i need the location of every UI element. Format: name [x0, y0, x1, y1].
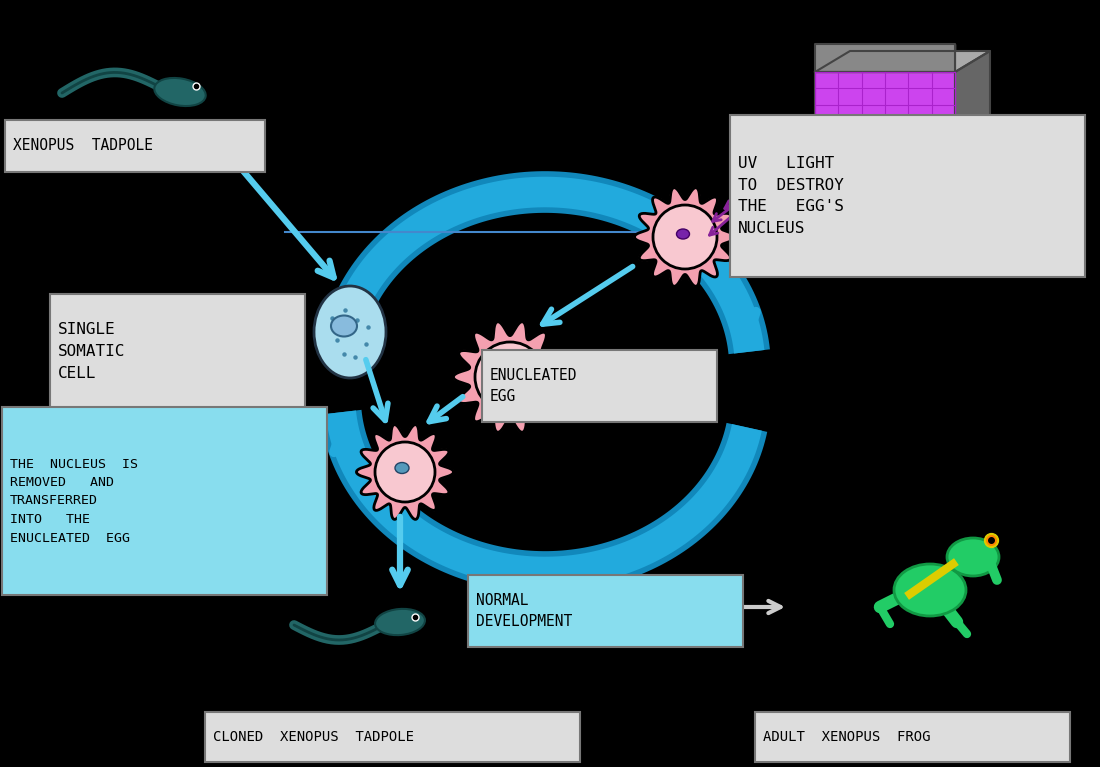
Polygon shape: [815, 44, 955, 72]
Ellipse shape: [375, 609, 425, 635]
Ellipse shape: [395, 463, 409, 473]
Text: XENOPUS  TADPOLE: XENOPUS TADPOLE: [13, 139, 153, 153]
Text: UV   LIGHT
TO  DESTROY
THE   EGG'S
NUCLEUS: UV LIGHT TO DESTROY THE EGG'S NUCLEUS: [738, 156, 844, 236]
Ellipse shape: [331, 315, 358, 337]
Polygon shape: [635, 188, 736, 286]
Text: ADULT  XENOPUS  FROG: ADULT XENOPUS FROG: [763, 730, 931, 744]
Circle shape: [475, 342, 544, 412]
FancyBboxPatch shape: [755, 712, 1070, 762]
Polygon shape: [955, 51, 990, 137]
Text: NORMAL
DEVELOPMENT: NORMAL DEVELOPMENT: [476, 593, 572, 629]
Text: CLONED  XENOPUS  TADPOLE: CLONED XENOPUS TADPOLE: [213, 730, 414, 744]
Text: ENUCLEATED
EGG: ENUCLEATED EGG: [490, 367, 578, 404]
FancyBboxPatch shape: [482, 350, 717, 422]
Ellipse shape: [947, 538, 999, 576]
Circle shape: [375, 442, 434, 502]
Polygon shape: [815, 72, 955, 137]
Text: SINGLE
SOMATIC
CELL: SINGLE SOMATIC CELL: [58, 322, 125, 380]
FancyBboxPatch shape: [205, 712, 580, 762]
Ellipse shape: [676, 229, 690, 239]
FancyBboxPatch shape: [6, 120, 265, 172]
FancyBboxPatch shape: [50, 294, 305, 409]
Text: THE  NUCLEUS  IS
REMOVED   AND
TRANSFERRED
INTO   THE
ENUCLEATED  EGG: THE NUCLEUS IS REMOVED AND TRANSFERRED I…: [10, 457, 138, 545]
FancyBboxPatch shape: [2, 407, 327, 595]
Polygon shape: [453, 321, 566, 433]
Polygon shape: [356, 425, 453, 519]
Polygon shape: [815, 51, 990, 72]
Circle shape: [653, 205, 717, 269]
Ellipse shape: [894, 564, 966, 616]
FancyBboxPatch shape: [730, 115, 1085, 277]
FancyBboxPatch shape: [468, 575, 742, 647]
Ellipse shape: [314, 286, 386, 378]
Ellipse shape: [154, 78, 206, 106]
